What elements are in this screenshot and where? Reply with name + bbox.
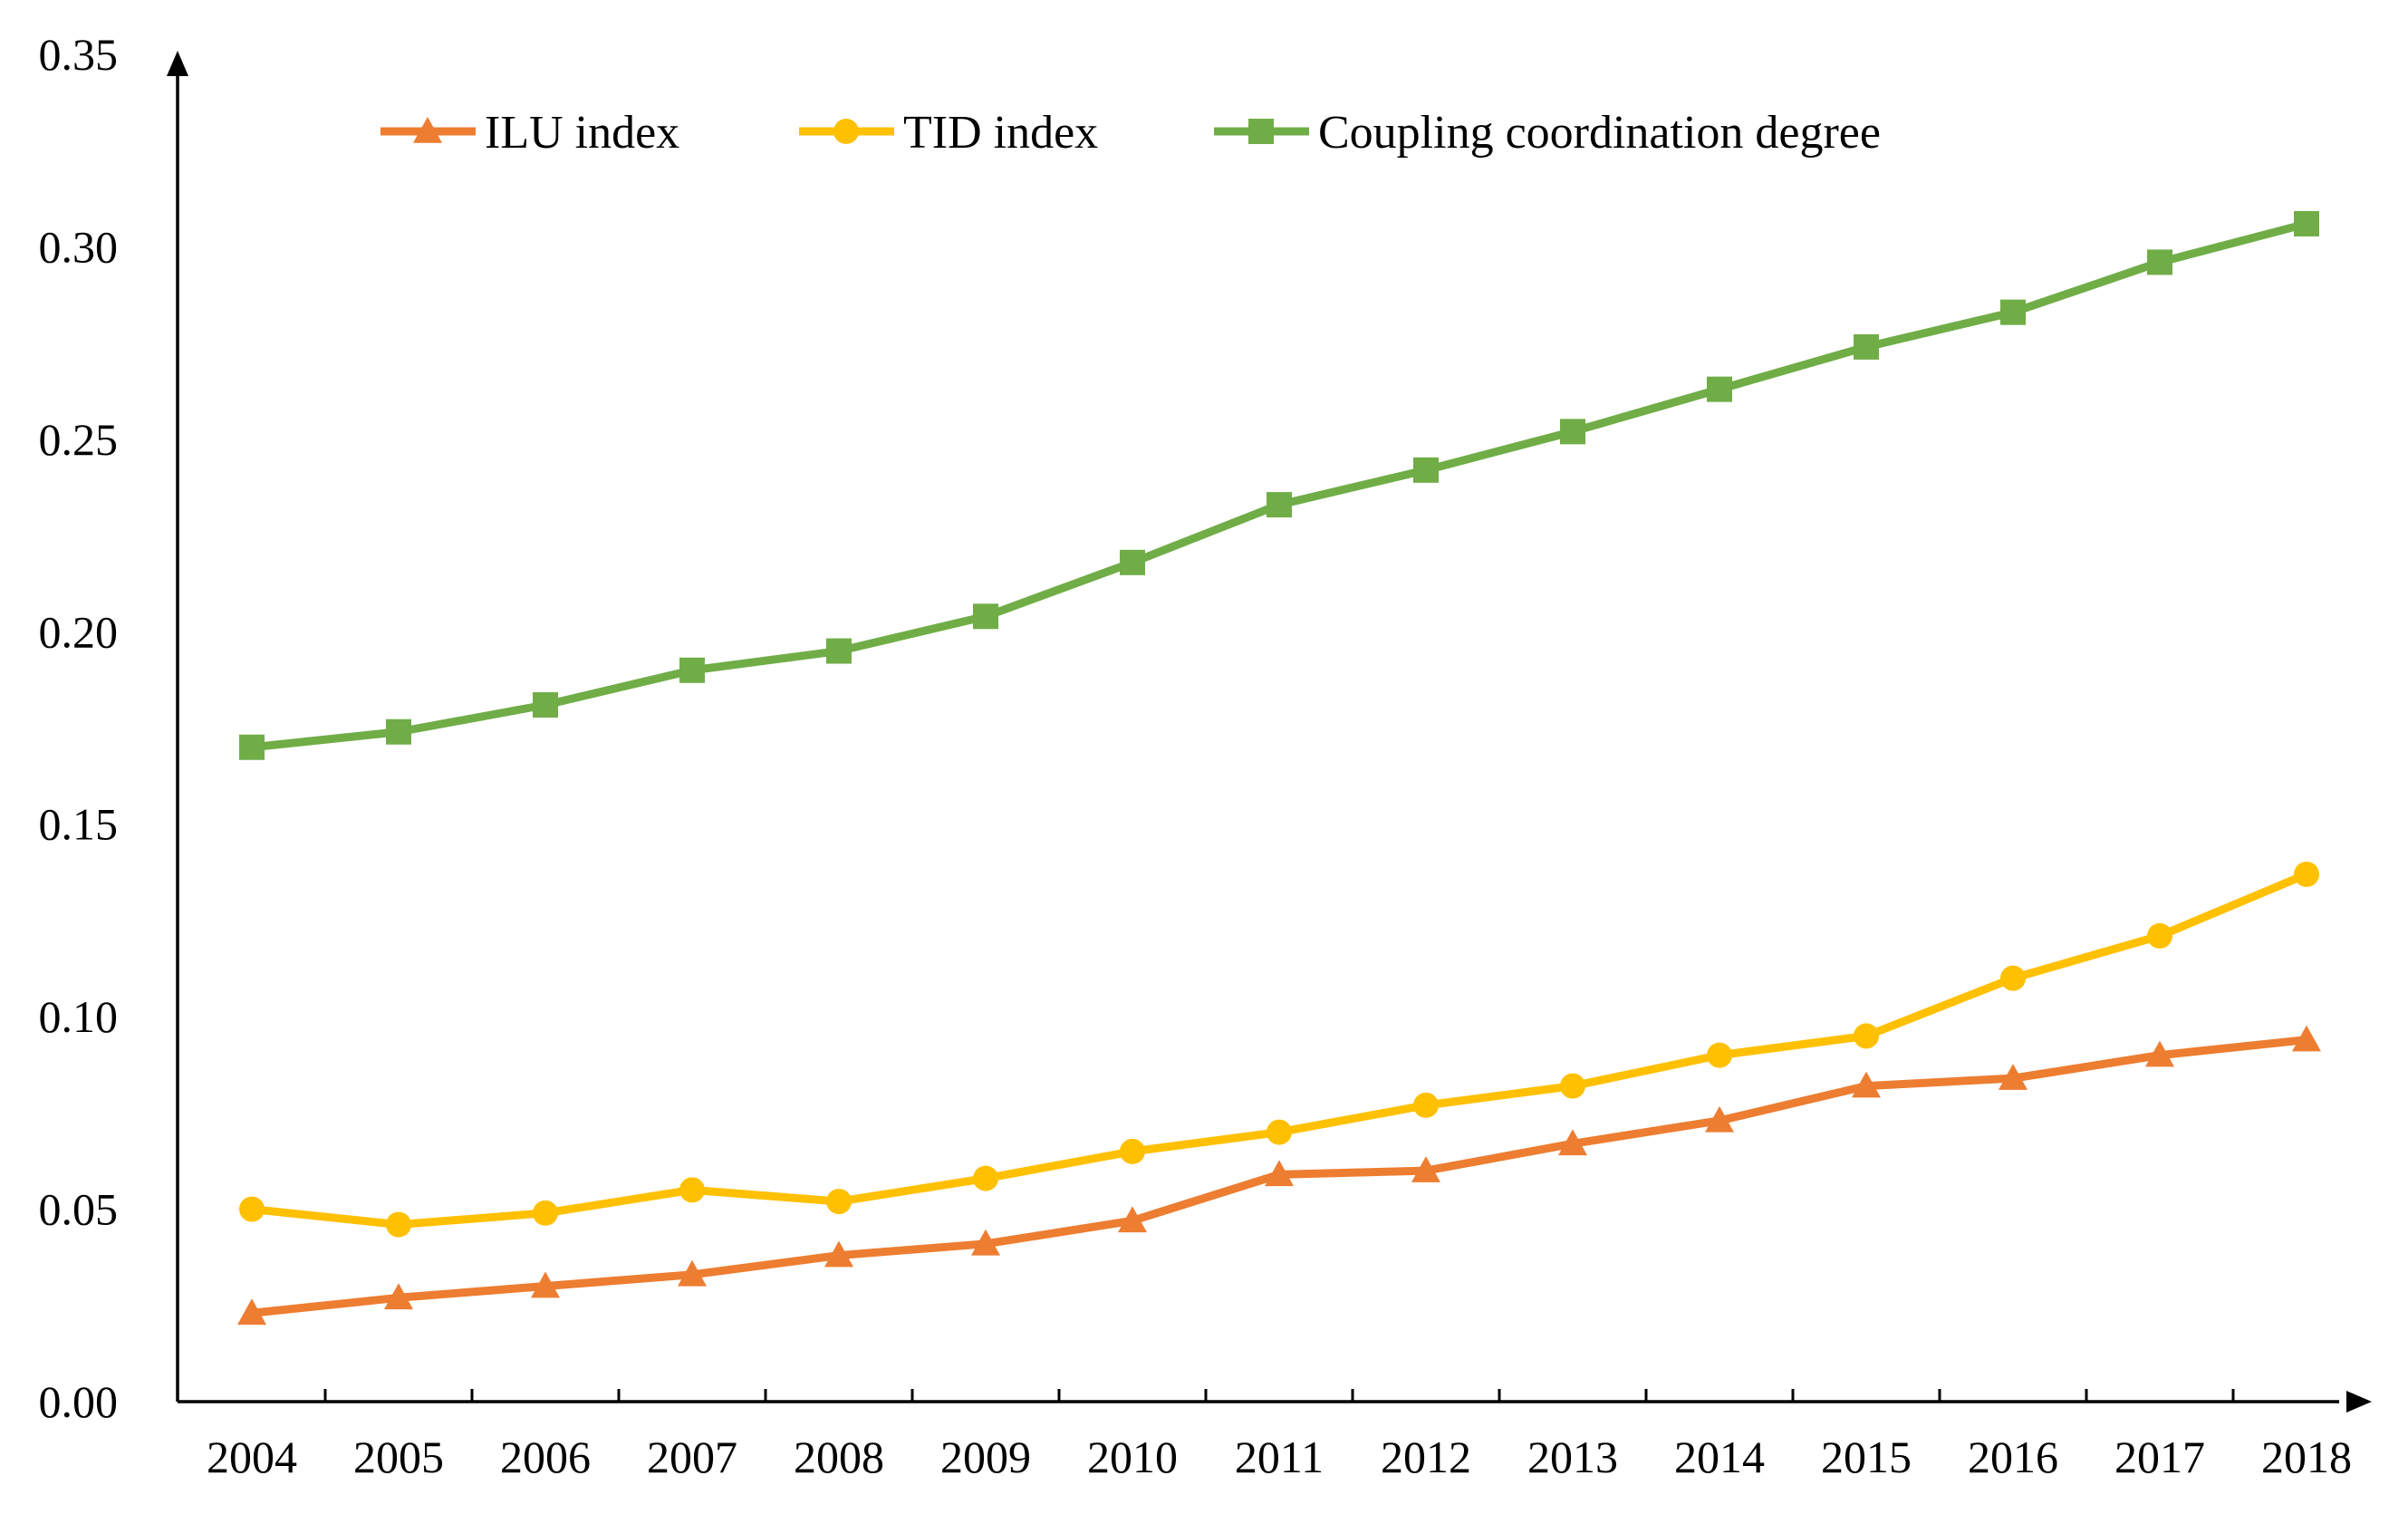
data-point [533, 692, 558, 718]
data-point [1560, 1073, 1585, 1099]
data-point [971, 1229, 1000, 1256]
data-point [2000, 965, 2026, 991]
legend-marker-icon [1248, 119, 1274, 144]
x-tick-label: 2009 [940, 1432, 1031, 1482]
x-tick-label: 2015 [1821, 1432, 1912, 1482]
legend-item: Coupling coordination degree [1214, 107, 1881, 159]
data-point [2294, 210, 2319, 236]
legend-item: ILU index [380, 107, 679, 159]
data-point [1999, 1064, 2028, 1090]
y-axis-arrow-icon [167, 51, 188, 76]
data-point [1560, 419, 1585, 445]
plot-area [237, 210, 2321, 1326]
x-tick-label: 2008 [794, 1432, 884, 1482]
x-axis-arrow-icon [2346, 1391, 2372, 1413]
data-point [1120, 1138, 1145, 1164]
data-point [1413, 1092, 1439, 1118]
data-point [2000, 299, 2026, 325]
series-tid-index [239, 861, 2319, 1238]
y-tick-label: 0.20 [39, 606, 119, 657]
data-point [1267, 492, 1292, 518]
data-point [1852, 1071, 1881, 1098]
data-point [386, 718, 411, 745]
data-point [1707, 1042, 1732, 1068]
data-point [1854, 1023, 1879, 1049]
data-point [2147, 249, 2172, 275]
data-point [1265, 1160, 1294, 1187]
x-tick-label: 2007 [647, 1432, 737, 1482]
x-tick-label: 2016 [1968, 1432, 2058, 1482]
y-tick-label: 0.30 [39, 221, 119, 272]
data-point [1118, 1206, 1147, 1233]
data-point [2145, 1040, 2174, 1067]
series-coupling-coordination-degree [239, 210, 2319, 760]
data-point [239, 734, 265, 760]
legend-label: Coupling coordination degree [1318, 107, 1881, 159]
x-tick-label: 2013 [1527, 1432, 1618, 1482]
y-tick-label: 0.25 [39, 414, 119, 465]
data-point [2294, 861, 2319, 887]
x-tick-label: 2005 [353, 1432, 444, 1482]
x-tick-label: 2017 [2114, 1432, 2205, 1482]
data-point [531, 1271, 560, 1298]
data-point [1854, 333, 1879, 360]
data-point [678, 1259, 707, 1287]
series-line [247, 219, 2311, 752]
legend-item: TID index [799, 107, 1098, 159]
y-tick-label: 0.15 [39, 799, 119, 850]
legend-marker-icon [413, 117, 442, 143]
legend-label: TID index [903, 107, 1098, 159]
x-tick-label: 2011 [1235, 1432, 1324, 1482]
x-tick-label: 2004 [207, 1432, 297, 1482]
data-point [1413, 457, 1439, 483]
y-tick-label: 0.35 [39, 29, 119, 80]
data-point [826, 1189, 852, 1215]
data-point [2147, 922, 2172, 949]
data-point [824, 1240, 853, 1268]
data-point [386, 1211, 411, 1238]
legend-label: ILU index [485, 107, 679, 159]
data-point [679, 1177, 705, 1203]
data-point [1707, 376, 1732, 402]
data-point [239, 1196, 265, 1222]
x-tick-label: 2006 [500, 1432, 591, 1482]
x-tick-label: 2012 [1381, 1432, 1471, 1482]
data-point [1120, 549, 1145, 575]
data-point [1558, 1129, 1587, 1156]
x-tick-label: 2010 [1087, 1432, 1178, 1482]
data-point [1267, 1119, 1292, 1145]
data-point [1411, 1156, 1440, 1182]
data-point [533, 1200, 558, 1226]
axes: 0.00 0.05 0.10 0.15 0.20 0.25 0.30 0.35 2004 2005… [39, 29, 2372, 1482]
x-tick-label: 2014 [1674, 1432, 1765, 1482]
legend-marker-icon [833, 119, 859, 144]
y-tick-label: 0.10 [39, 991, 119, 1042]
x-tick-label: 2018 [2261, 1432, 2352, 1482]
legend: ILU index TID index Coupling coordination … [380, 107, 1881, 159]
data-point [973, 1165, 998, 1191]
data-point [2292, 1025, 2321, 1052]
data-point [826, 638, 852, 664]
data-point [973, 603, 998, 630]
series-ilu-index [237, 1025, 2321, 1326]
y-tick-label: 0.05 [39, 1184, 119, 1235]
data-point [237, 1298, 266, 1326]
y-tick-label: 0.00 [39, 1376, 119, 1427]
data-point [384, 1283, 413, 1310]
data-point [1705, 1105, 1734, 1133]
data-point [679, 657, 705, 683]
